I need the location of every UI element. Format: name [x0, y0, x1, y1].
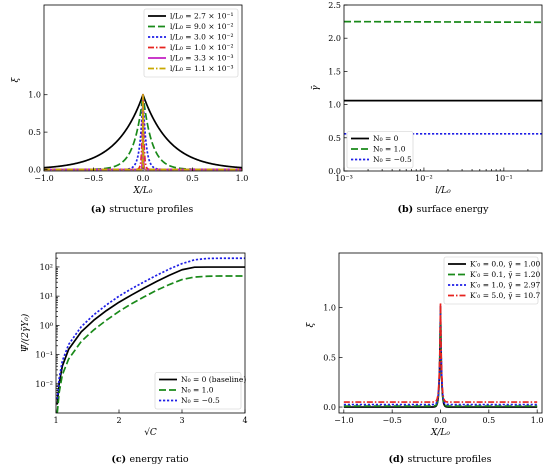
legend-box	[143, 8, 239, 78]
series-group	[343, 301, 538, 408]
legend-label-3: K′₀ = 5.0, γ̄ = 10.7	[470, 291, 541, 300]
x-tick-label: −0.5	[382, 416, 401, 425]
panel-a: −1.0 −0.5 0.0 0.5 1.0 0.0 0.5 1.0 X/L₀ ξ l/L₀ = 2.…	[11, 4, 249, 215]
y-axis-label: γ̄	[311, 85, 321, 91]
y-tick-label: 10⁰	[40, 321, 53, 330]
panel-c: 1 2 3 4 10⁻² 10⁻¹ 10⁰ 10¹ 10² √C Ψ̄/(2γ̄Υ₀) N₀ = 0 …	[20, 252, 248, 465]
legend-label-5: l/L₀ = 1.1 × 10⁻³	[170, 64, 233, 73]
caption-tag: (a)	[91, 204, 109, 215]
y-tick-label: 2.5	[328, 1, 341, 10]
axes-frame	[343, 4, 543, 172]
y-tick-label: 0.5	[328, 134, 341, 143]
x-tick-label: 1	[53, 416, 58, 425]
y-tick-label: 0.5	[28, 128, 41, 137]
series-line-0	[56, 266, 245, 405]
legend-label-1: N₀ = 1.0	[181, 386, 214, 395]
legend-label-2: l/L₀ = 3.0 × 10⁻²	[170, 33, 233, 42]
legend: N₀ = 0 N₀ = 1.0N₀ = −0.5	[346, 131, 414, 169]
x-tick-label: 0.0	[137, 174, 150, 183]
caption-tag: (c)	[111, 454, 129, 465]
legend-label-0: K′₀ = 0.0, γ̄ = 1.00	[470, 260, 541, 269]
x-tick-label: −1.0	[334, 416, 353, 425]
y-tick-label: 0.5	[323, 353, 336, 362]
x-tick-label: 0.5	[186, 174, 199, 183]
series-line-2	[56, 257, 245, 400]
series-line-5	[44, 93, 242, 171]
series-line-2	[343, 304, 538, 406]
legend-label-2: N₀ = −0.5	[181, 396, 220, 405]
caption-tag: (b)	[398, 204, 417, 215]
legend-label-0: N₀ = 0	[373, 134, 399, 143]
y-tick-label: 10²	[40, 263, 53, 272]
legend: l/L₀ = 2.7 × 10⁻¹l/L₀ = 9.0 × 10⁻² l/L₀ =…	[143, 8, 239, 78]
x-tick-label: 10⁻¹	[495, 174, 513, 183]
panel-d: −1.0 −0.5 0.0 0.5 1.0 0.0 0.5 1.0 X/L₀ ξ K′₀ = 0.0…	[306, 252, 544, 465]
series-group	[56, 257, 245, 413]
x-axis-label: X/L₀	[132, 186, 152, 196]
y-tick-label: 0.0	[28, 166, 41, 175]
legend: K′₀ = 0.0, γ̄ = 1.00K′₀ = 0.1, γ̄ = 1.20…	[443, 256, 541, 305]
y-tick-label: 10¹	[40, 292, 53, 301]
series-group	[344, 20, 542, 135]
panel-caption: (b) surface energy	[398, 204, 490, 215]
y-axis-label: ξ	[11, 76, 21, 82]
x-axis-label: X/L₀	[430, 428, 450, 438]
y-tick-label: 10⁻²	[35, 380, 53, 389]
axes-frame	[55, 252, 246, 414]
series-line-3	[343, 301, 538, 403]
legend-label-0: N₀ = 0 (baseline)	[181, 375, 246, 384]
series-group	[44, 93, 242, 171]
legend-label-2: N₀ = −0.5	[373, 155, 412, 164]
legend-label-0: l/L₀ = 2.7 × 10⁻¹	[170, 12, 233, 21]
y-tick-label: 0.0	[328, 167, 341, 176]
x-tick-label: 2	[116, 416, 121, 425]
y-tick-label: 1.0	[323, 304, 336, 313]
y-tick-label: 2.0	[328, 34, 341, 43]
panel-caption: (d) structure profiles	[389, 454, 492, 465]
caption-text: structure profiles	[407, 454, 491, 465]
x-tick-label: 0.0	[434, 416, 447, 425]
series-line-1	[56, 275, 245, 413]
y-axis-label: ξ	[306, 321, 316, 327]
x-tick-label: 0.5	[482, 416, 495, 425]
legend-label-3: l/L₀ = 1.0 × 10⁻²	[170, 43, 233, 52]
y-tick-label: 1.5	[328, 67, 341, 76]
x-tick-label: 10⁻³	[335, 174, 353, 183]
legend-label-4: l/L₀ = 3.3 × 10⁻³	[170, 54, 233, 63]
legend-box	[443, 256, 539, 305]
x-tick-label: −1.0	[34, 174, 53, 183]
x-tick-label: 10⁻²	[415, 174, 433, 183]
x-tick-label: −0.5	[84, 174, 103, 183]
x-tick-label: 4	[242, 416, 247, 425]
panel-caption: (a) structure profiles	[91, 204, 194, 215]
x-tick-label: 1.0	[531, 416, 544, 425]
caption-text: surface energy	[416, 204, 489, 215]
panel-caption: (c) energy ratio	[111, 454, 189, 465]
y-axis-label: Ψ̄/(2γ̄Υ₀)	[20, 313, 31, 352]
legend-label-1: l/L₀ = 9.0 × 10⁻²	[170, 22, 233, 31]
x-tick-label: 1.0	[236, 174, 249, 183]
caption-text: energy ratio	[129, 454, 188, 465]
legend-label-1: N₀ = 1.0	[373, 145, 406, 154]
y-tick-label: 1.0	[28, 91, 41, 100]
legend-label-2: K′₀ = 1.0, γ̄ = 2.97	[470, 281, 541, 290]
y-tick-label: 0.0	[323, 403, 336, 412]
legend: N₀ = 0 (baseline) N₀ = 1.0N₀ = −0.5	[154, 372, 246, 410]
caption-tag: (d)	[389, 454, 408, 465]
x-axis-label: √C	[144, 427, 157, 438]
x-axis-label: l/L₀	[435, 186, 451, 196]
x-tick-label: 3	[179, 416, 184, 425]
series-line-1	[344, 20, 542, 24]
caption-text: structure profiles	[109, 204, 193, 215]
legend-label-1: K′₀ = 0.1, γ̄ = 1.20	[470, 270, 541, 279]
panel-b: 10⁻³ 10⁻² 10⁻¹ 0.0 0.5 1.0 1.5 2.0 2.5 l/L₀ γ̄ N₀ =…	[311, 1, 543, 215]
y-tick-label: 10⁻¹	[35, 351, 53, 360]
y-tick-label: 1.0	[328, 101, 341, 110]
